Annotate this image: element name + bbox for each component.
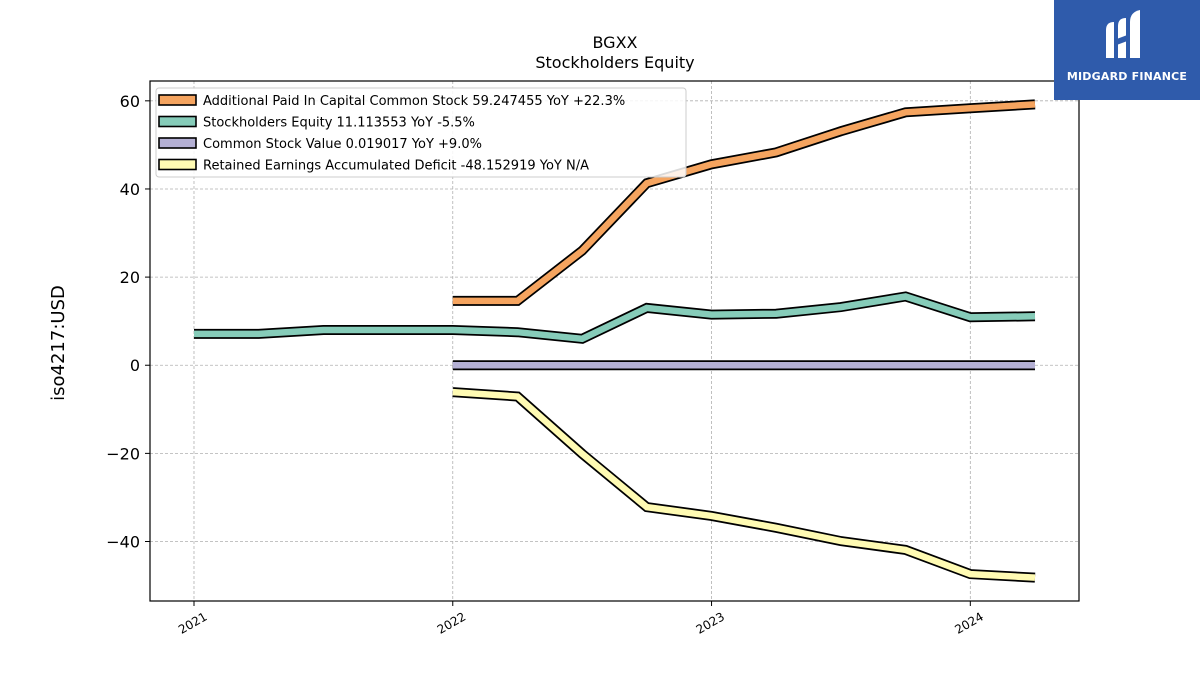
y-tick-label: 40 — [120, 180, 140, 199]
midgard-logo-icon — [1106, 10, 1140, 58]
plot-frame — [149, 80, 1080, 602]
chart-title: BGXX — [592, 33, 637, 52]
legend-swatch-1 — [158, 94, 197, 106]
y-tick-label: 20 — [120, 268, 140, 287]
y-tick-label: 0 — [130, 356, 140, 375]
x-tick-label: 2021 — [176, 609, 209, 636]
legend-swatch-4 — [158, 158, 197, 171]
x-tick-label: 2022 — [435, 609, 468, 636]
legend-box — [155, 87, 687, 178]
y-tick-label: 60 — [120, 92, 140, 111]
legend-label-3: Common Stock Value 0.019017 YoY +9.0% — [203, 137, 482, 152]
legend-label-2: Stockholders Equity 11.113553 YoY -5.5% — [203, 116, 475, 131]
y-axis-label: iso4217:USD — [48, 285, 69, 401]
x-tick-label: 2023 — [694, 609, 727, 636]
legend-label-4: Retained Earnings Accumulated Deficit -4… — [203, 159, 589, 174]
brand-name: MIDGARD FINANCE — [1066, 70, 1188, 83]
legend-swatch-3 — [158, 137, 197, 149]
x-tick-label: 2024 — [952, 609, 985, 636]
legend-swatch-2 — [158, 115, 197, 128]
series-line-1 — [452, 101, 1036, 305]
legend: Additional Paid In Capital Common Stock … — [155, 87, 687, 178]
series-lines — [194, 99, 1036, 583]
chart-subtitle: Stockholders Equity — [535, 53, 694, 72]
y-tick-label: −40 — [106, 533, 140, 552]
brand-logo: MIDGARD FINANCE — [1054, 0, 1200, 100]
y-tick-label: −20 — [106, 444, 140, 463]
series-line-4 — [452, 388, 1036, 581]
legend-label-1: Additional Paid In Capital Common Stock … — [203, 94, 625, 109]
series-line-2 — [194, 293, 1036, 343]
